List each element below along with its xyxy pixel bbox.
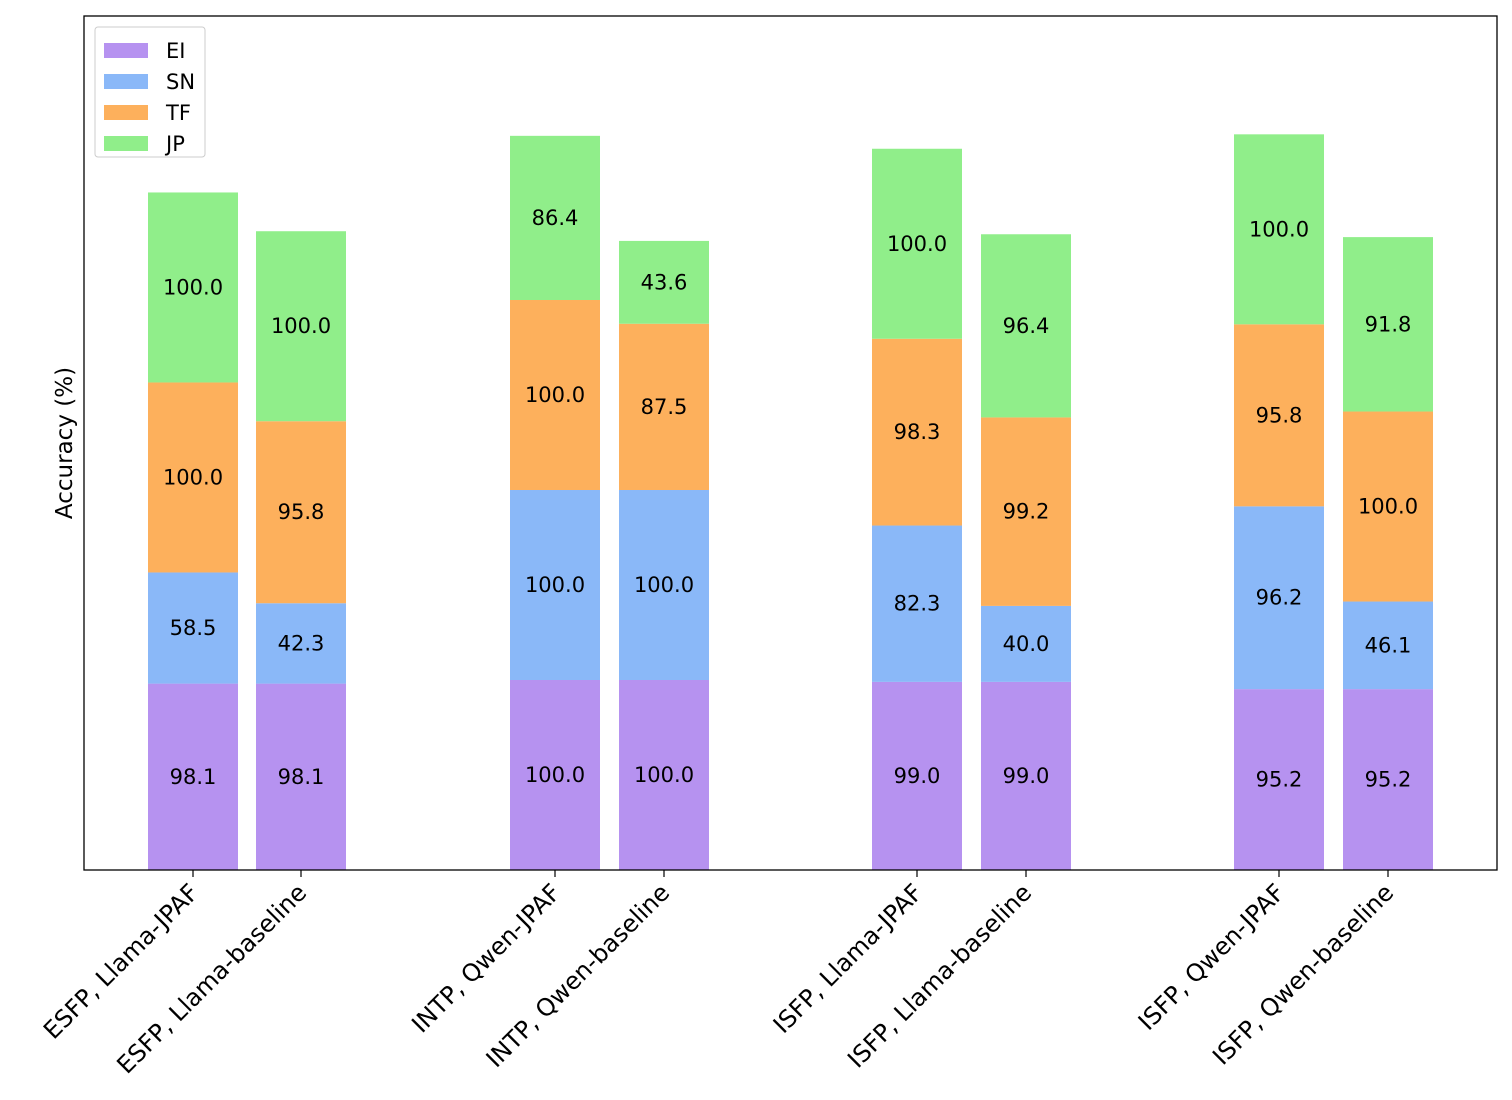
- bar-ei-isfp-llama-baseline: [981, 681, 1071, 870]
- data-label-jp-isfp-qwen-jpaf: 100.0: [1249, 217, 1309, 241]
- bars-group: 98.1 58.5 100.0 100.0 98.1 42.3 95.8 100.0 100.0…: [148, 134, 1433, 870]
- bar-jp-intp-qwen-jpaf: [510, 135, 600, 300]
- legend-frame: [94, 26, 206, 158]
- bar-ei-esfp-llama-jpaf: [148, 683, 238, 870]
- bar-jp-isfp-qwen-jpaf: [1234, 134, 1324, 325]
- data-label-tf-intp-qwen-baseline: 87.5: [641, 395, 688, 419]
- bar-jp-isfp-llama-jpaf: [872, 148, 962, 339]
- legend: EI SN TF JP: [94, 26, 206, 158]
- data-label-jp-isfp-qwen-baseline: 91.8: [1365, 312, 1412, 336]
- data-label-sn-isfp-qwen-jpaf: 96.2: [1256, 586, 1303, 610]
- data-label-jp-intp-qwen-jpaf: 86.4: [532, 206, 579, 230]
- bar-tf-isfp-llama-baseline: [981, 417, 1071, 606]
- data-label-tf-isfp-llama-baseline: 99.2: [1003, 500, 1050, 524]
- bar-ei-isfp-llama-jpaf: [872, 681, 962, 870]
- bar-ei-isfp-qwen-jpaf: [1234, 689, 1324, 870]
- bar-sn-esfp-llama-jpaf: [148, 572, 238, 684]
- bar-sn-isfp-llama-jpaf: [872, 525, 962, 682]
- bar-tf-esfp-llama-baseline: [256, 421, 346, 604]
- data-label-sn-isfp-qwen-baseline: 46.1: [1365, 633, 1412, 657]
- legend-label-tf: TF: [165, 101, 191, 125]
- bar-jp-esfp-llama-baseline: [256, 231, 346, 422]
- legend-swatch-ei: [104, 43, 148, 58]
- data-label-sn-isfp-llama-jpaf: 82.3: [894, 592, 941, 616]
- legend-swatch-sn: [104, 74, 148, 89]
- bar-tf-intp-qwen-baseline: [619, 323, 709, 490]
- data-label-jp-isfp-llama-jpaf: 100.0: [887, 232, 947, 256]
- data-label-tf-isfp-llama-jpaf: 98.3: [894, 420, 941, 444]
- legend-label-sn: SN: [166, 70, 195, 94]
- legend-label-jp: JP: [164, 132, 185, 156]
- legend-swatch-tf: [104, 105, 148, 120]
- legend-swatch-jp: [104, 136, 148, 151]
- plot-frame: [83, 15, 1498, 871]
- data-label-tf-esfp-llama-jpaf: 100.0: [163, 465, 223, 489]
- bar-tf-intp-qwen-jpaf: [510, 300, 600, 490]
- data-label-sn-esfp-llama-baseline: 42.3: [278, 631, 325, 655]
- bar-sn-isfp-qwen-baseline: [1343, 601, 1433, 690]
- data-label-sn-intp-qwen-baseline: 100.0: [634, 573, 694, 597]
- bar-tf-isfp-qwen-baseline: [1343, 411, 1433, 602]
- bar-tf-isfp-llama-jpaf: [872, 338, 962, 526]
- data-label-ei-esfp-llama-jpaf: 98.1: [170, 765, 217, 789]
- legend-label-ei: EI: [166, 39, 185, 63]
- data-label-tf-isfp-qwen-baseline: 100.0: [1358, 495, 1418, 519]
- data-label-tf-intp-qwen-jpaf: 100.0: [525, 383, 585, 407]
- bar-ei-intp-qwen-baseline: [619, 680, 709, 870]
- data-label-ei-esfp-llama-baseline: 98.1: [278, 765, 325, 789]
- data-label-jp-esfp-llama-baseline: 100.0: [271, 314, 331, 338]
- bar-ei-isfp-qwen-baseline: [1343, 689, 1433, 870]
- bar-jp-isfp-llama-baseline: [981, 234, 1071, 418]
- data-label-ei-intp-qwen-jpaf: 100.0: [525, 763, 585, 787]
- data-label-tf-isfp-qwen-jpaf: 95.8: [1256, 403, 1303, 427]
- data-label-sn-isfp-llama-baseline: 40.0: [1003, 632, 1050, 656]
- bar-sn-esfp-llama-baseline: [256, 603, 346, 684]
- data-label-tf-esfp-llama-baseline: 95.8: [278, 500, 325, 524]
- data-label-sn-esfp-llama-jpaf: 58.5: [170, 616, 217, 640]
- y-axis-label: Accuracy (%): [52, 367, 78, 519]
- data-label-jp-intp-qwen-baseline: 43.6: [641, 270, 688, 294]
- bar-jp-intp-qwen-baseline: [619, 240, 709, 324]
- bar-sn-isfp-qwen-jpaf: [1234, 506, 1324, 690]
- data-label-ei-isfp-llama-baseline: 99.0: [1003, 764, 1050, 788]
- data-label-sn-intp-qwen-jpaf: 100.0: [525, 573, 585, 597]
- data-label-jp-esfp-llama-jpaf: 100.0: [163, 275, 223, 299]
- data-label-ei-isfp-qwen-baseline: 95.2: [1365, 768, 1412, 792]
- bar-sn-isfp-llama-baseline: [981, 605, 1071, 682]
- bar-ei-intp-qwen-jpaf: [510, 680, 600, 870]
- data-label-ei-intp-qwen-baseline: 100.0: [634, 763, 694, 787]
- bar-ei-esfp-llama-baseline: [256, 683, 346, 870]
- data-label-jp-isfp-llama-baseline: 96.4: [1003, 314, 1050, 338]
- bar-tf-esfp-llama-jpaf: [148, 382, 238, 573]
- bar-jp-esfp-llama-jpaf: [148, 192, 238, 383]
- data-label-ei-isfp-llama-jpaf: 99.0: [894, 764, 941, 788]
- bar-sn-intp-qwen-baseline: [619, 490, 709, 680]
- bar-tf-isfp-qwen-jpaf: [1234, 324, 1324, 507]
- data-label-ei-isfp-qwen-jpaf: 95.2: [1256, 768, 1303, 792]
- bar-jp-isfp-qwen-baseline: [1343, 237, 1433, 412]
- bar-sn-intp-qwen-jpaf: [510, 490, 600, 680]
